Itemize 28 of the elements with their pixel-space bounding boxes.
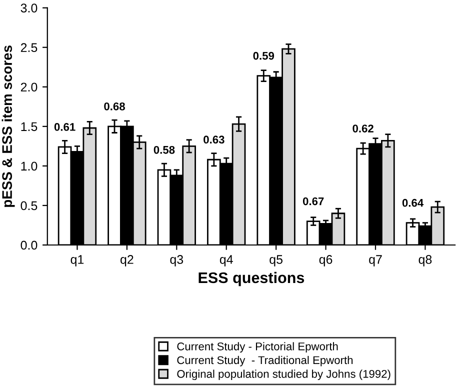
annotation: 0.58 xyxy=(154,146,175,154)
x-tick-label: q7 xyxy=(369,255,382,266)
annotation: 0.68 xyxy=(104,102,125,110)
x-tick-label: q2 xyxy=(120,255,134,266)
annotation: 0.62 xyxy=(352,124,374,132)
x-tick-label: q3 xyxy=(170,255,184,266)
y-axis-title: pESS & ESS item scores xyxy=(2,46,15,207)
annotation: 0.64 xyxy=(402,198,424,207)
y-tick-label: 0.5 xyxy=(20,201,38,210)
legend-label: Current Study - Traditional Epworth xyxy=(177,356,353,366)
y-tick-label: 1.5 xyxy=(21,122,38,132)
y-tick-label: 2.0 xyxy=(20,82,38,92)
y-tick-label: 3.0 xyxy=(20,4,38,12)
x-tick-label: q5 xyxy=(270,255,283,266)
y-tick-label: 0.0 xyxy=(20,240,38,250)
x-tick-label: q1 xyxy=(70,255,84,266)
x-tick-label: q6 xyxy=(319,255,332,266)
x-tick-label: q4 xyxy=(220,255,233,266)
annotation: 0.59 xyxy=(253,52,274,60)
legend-label: Current Study - Pictorial Epworth xyxy=(177,342,338,353)
annotation: 0.61 xyxy=(54,123,76,131)
annotation: 0.67 xyxy=(302,197,324,206)
annotation: 0.63 xyxy=(204,136,224,144)
x-tick-label: q8 xyxy=(418,255,432,266)
y-tick-label: 2.5 xyxy=(20,43,38,52)
legend-label: Original population studied by Johns (1992) xyxy=(177,370,390,380)
x-axis-title: ESS questions xyxy=(198,272,304,286)
y-tick-label: 1.0 xyxy=(21,162,38,171)
